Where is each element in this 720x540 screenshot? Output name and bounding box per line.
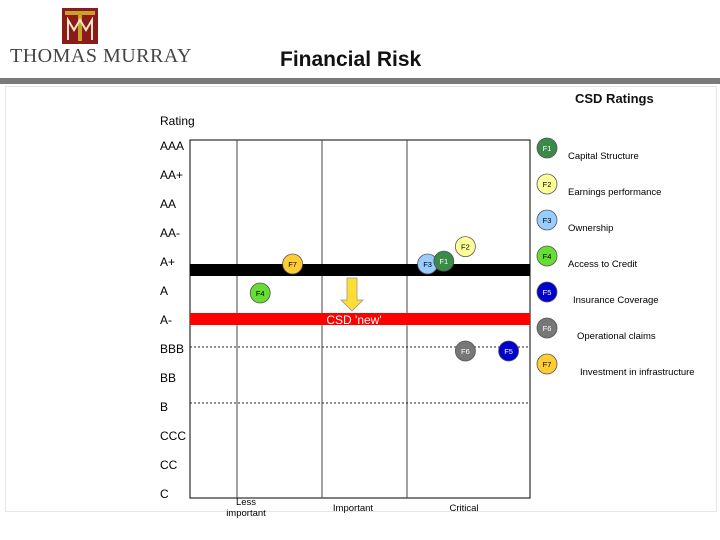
legend-entry: Earnings performance bbox=[568, 187, 661, 198]
data-point-f6 bbox=[454, 340, 476, 362]
logo-icon bbox=[62, 8, 98, 44]
y-tick-label: AA- bbox=[160, 226, 180, 240]
downgrade-arrow bbox=[340, 277, 364, 312]
legend-marker-f6 bbox=[536, 317, 558, 339]
chart-title: CSD Ratings bbox=[575, 91, 654, 106]
csd-new-band bbox=[190, 313, 530, 325]
legend-marker-f3 bbox=[536, 209, 558, 231]
y-axis-label: Rating bbox=[160, 114, 195, 128]
legend-marker-f5 bbox=[536, 281, 558, 303]
legend-marker-label: F5 bbox=[543, 288, 552, 297]
legend-entry: Operational claims bbox=[577, 331, 656, 342]
data-point-label: F7 bbox=[288, 260, 297, 269]
data-point-f5 bbox=[498, 340, 520, 362]
y-tick-label: CCC bbox=[160, 429, 186, 443]
data-point-f7 bbox=[282, 253, 304, 275]
y-tick-label: A bbox=[160, 284, 168, 298]
y-tick-label: BBB bbox=[160, 342, 184, 356]
data-point-label: F3 bbox=[423, 260, 432, 269]
legend-entry: Capital Structure bbox=[568, 151, 639, 162]
legend-marker-f2 bbox=[536, 173, 558, 195]
data-point-f2 bbox=[454, 236, 476, 258]
legend-marker-label: F7 bbox=[543, 360, 552, 369]
legend-entry: Investment in infrastructure bbox=[580, 367, 695, 378]
legend-marker-label: F6 bbox=[543, 324, 552, 333]
legend-marker-f7 bbox=[536, 353, 558, 375]
data-point-f4 bbox=[249, 282, 271, 304]
slide-frame bbox=[5, 86, 717, 512]
y-tick-label: AAA bbox=[160, 139, 184, 153]
data-point-label: F1 bbox=[439, 257, 448, 266]
y-tick-label: B bbox=[160, 400, 168, 414]
legend-entry: Ownership bbox=[568, 223, 613, 234]
data-point-label: F2 bbox=[461, 243, 470, 252]
x-tick-label: Important bbox=[333, 503, 373, 514]
y-tick-label: C bbox=[160, 487, 169, 501]
y-tick-label: A- bbox=[160, 313, 172, 327]
data-point-label: F6 bbox=[461, 347, 470, 356]
csd-old-label: CSD 'old' bbox=[329, 264, 378, 278]
y-tick-label: A+ bbox=[160, 255, 175, 269]
header-divider bbox=[0, 78, 720, 84]
data-point-label: F5 bbox=[504, 347, 513, 356]
x-tick-label: Less important bbox=[226, 497, 266, 519]
csd-new-label: CSD 'new' bbox=[326, 313, 381, 327]
legend-marker-label: F4 bbox=[543, 252, 552, 261]
data-point-f1 bbox=[433, 250, 455, 272]
legend-marker-label: F3 bbox=[543, 216, 552, 225]
y-tick-label: CC bbox=[160, 458, 178, 472]
legend-marker-f4 bbox=[536, 245, 558, 267]
y-tick-label: AA+ bbox=[160, 168, 183, 182]
legend-marker-label: F1 bbox=[543, 144, 552, 153]
legend-marker-f1 bbox=[536, 137, 558, 159]
page-title: Financial Risk bbox=[280, 48, 422, 71]
x-tick-label: Critical bbox=[449, 503, 478, 514]
legend-entry: Insurance Coverage bbox=[573, 295, 659, 306]
data-point-label: F4 bbox=[256, 289, 265, 298]
y-tick-label: AA bbox=[160, 197, 176, 211]
legend-marker-label: F2 bbox=[543, 180, 552, 189]
logo-wordmark: THOMAS MURRAY bbox=[10, 45, 192, 67]
y-tick-label: BB bbox=[160, 371, 176, 385]
legend-entry: Access to Credit bbox=[568, 259, 638, 270]
